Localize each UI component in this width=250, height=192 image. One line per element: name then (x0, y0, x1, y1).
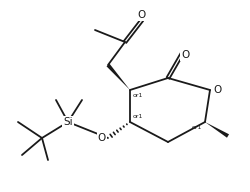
Text: or1: or1 (191, 125, 201, 130)
Text: O: O (180, 50, 188, 60)
Polygon shape (106, 64, 130, 90)
Text: Si: Si (63, 117, 72, 127)
Text: or1: or1 (132, 114, 143, 119)
Text: or1: or1 (132, 93, 143, 98)
Text: O: O (212, 85, 220, 95)
Text: O: O (97, 133, 106, 143)
Polygon shape (204, 122, 228, 138)
Text: O: O (137, 10, 145, 20)
